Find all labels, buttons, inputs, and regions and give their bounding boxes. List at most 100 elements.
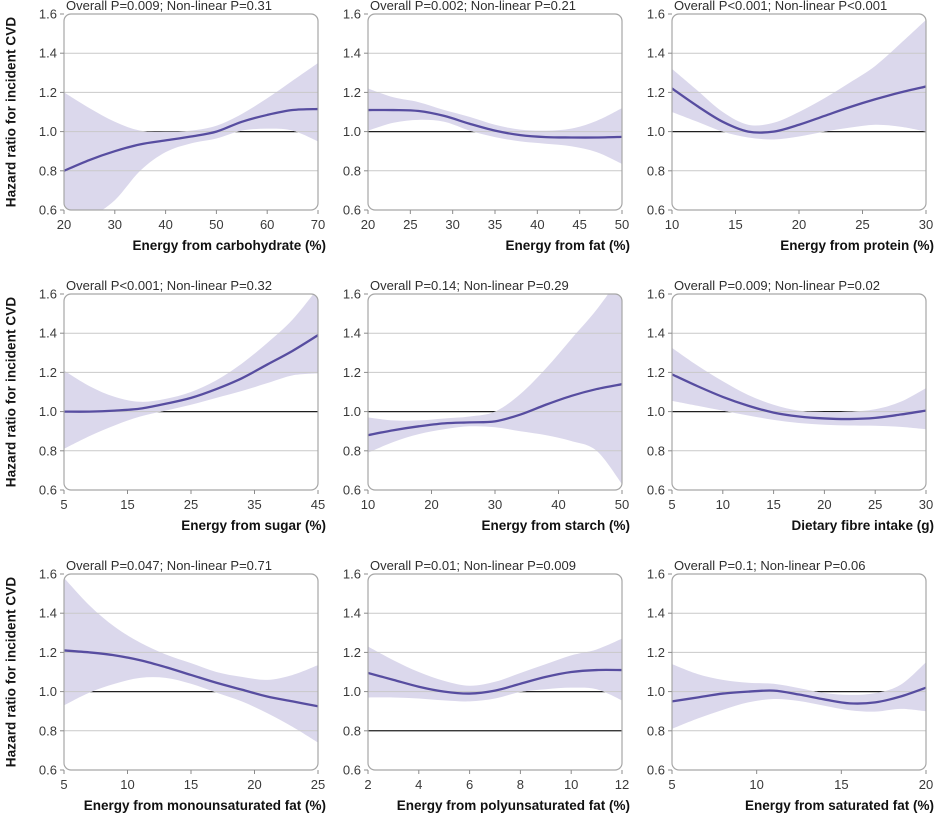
x-tick-label: 35 [488,217,502,232]
y-tick-label: 1.4 [343,606,361,621]
chart-svg: 0.6 0.8 1.0 1.2 1.4 1.6 5 15 25 35 45 Overall P<0.0… [39,280,326,533]
confidence-band [368,638,622,702]
y-tick-label: 1.6 [39,567,57,582]
plot-background [368,14,622,210]
x-tick-label: 5 [668,497,675,512]
x-tick-label: 10 [716,497,730,512]
y-tick-label: 1.0 [39,684,57,699]
x-tick-label: 35 [247,497,261,512]
y-axis-label-text: Hazard ratio for incident CVD [3,16,19,208]
x-tick-label: 15 [728,217,742,232]
plot-background [368,574,622,770]
y-tick-label: 1.0 [343,124,361,139]
y-tick-label: 1.4 [343,326,361,341]
confidence-band [368,88,622,164]
y-tick-label: 0.8 [647,443,665,458]
x-tick-label: 20 [57,217,71,232]
plot-frame [63,13,319,211]
y-axis-label-row-3: Hazard ratio for incident CVD [0,560,22,818]
chart-panel-carbohydrate: 0.6 0.8 1.0 1.2 1.4 1.6 20 30 40 50 60 70 Overall P=… [22,0,326,258]
y-tick-label: 1.2 [39,645,57,660]
x-axis-title: Energy from fat (%) [505,238,630,253]
x-axis-title: Energy from monounsaturated fat (%) [84,798,326,813]
x-tick-label: 20 [247,777,261,792]
chart-svg: 0.6 0.8 1.0 1.2 1.4 1.6 10 20 30 40 50 Overall P=0.… [343,280,630,533]
x-tick-label: 12 [615,777,629,792]
x-tick-label: 25 [855,217,869,232]
chart-panel-fat: 0.6 0.8 1.0 1.2 1.4 1.6 20 25 30 35 40 45 50 Overall … [326,0,630,258]
y-tick-label: 1.6 [647,7,665,22]
chart-panel-fibre: 0.6 0.8 1.0 1.2 1.4 1.6 5 10 15 20 25 30 Overall P=0… [630,280,934,538]
y-tick-label: 0.8 [39,163,57,178]
y-axis-label-row-1: Hazard ratio for incident CVD [0,0,22,258]
x-tick-label: 5 [60,777,67,792]
x-tick-label: 2 [364,777,371,792]
y-axis-label-text: Hazard ratio for incident CVD [3,296,19,488]
hazard-curve [368,383,622,437]
y-axis-label-text: Hazard ratio for incident CVD [3,576,19,768]
y-tick-label: 0.8 [39,723,57,738]
chart-svg: 0.6 0.8 1.0 1.2 1.4 1.6 20 30 40 50 60 70 Overall P=… [39,0,326,253]
hazard-curve [672,373,926,421]
x-axis-title: Energy from starch (%) [481,518,630,533]
x-tick-label: 25 [868,497,882,512]
y-tick-label: 1.2 [647,645,665,660]
y-tick-label: 1.6 [647,567,665,582]
y-tick-label: 1.4 [647,46,665,61]
hazard-curve [672,85,926,134]
y-tick-label: 0.8 [343,163,361,178]
chart-svg: 0.6 0.8 1.0 1.2 1.4 1.6 5 10 15 20 25 Overall P=0.0… [39,560,326,813]
y-tick-label: 0.6 [343,203,361,218]
hazard-curve [368,668,622,695]
x-tick-label: 25 [403,217,417,232]
chart-panel-starch: 0.6 0.8 1.0 1.2 1.4 1.6 10 20 30 40 50 Overall P=0.… [326,280,630,538]
hazard-curve [672,686,926,705]
x-tick-label: 25 [184,497,198,512]
y-tick-label: 1.4 [647,326,665,341]
confidence-band [672,347,926,430]
x-tick-label: 15 [120,497,134,512]
y-tick-label: 1.4 [39,606,57,621]
x-tick-label: 45 [311,497,325,512]
x-axis-title: Energy from sugar (%) [181,518,326,533]
panel-title: Overall P=0.009; Non-linear P=0.31 [66,0,272,13]
x-tick-label: 20 [361,217,375,232]
y-tick-label: 1.2 [647,365,665,380]
panel-title: Overall P=0.047; Non-linear P=0.71 [66,560,272,573]
x-tick-label: 25 [311,777,325,792]
x-tick-label: 5 [668,777,675,792]
y-tick-label: 1.2 [343,85,361,100]
y-axis-label-row-2: Hazard ratio for incident CVD [0,280,22,538]
x-tick-label: 40 [551,497,565,512]
panel-title: Overall P=0.14; Non-linear P=0.29 [370,280,569,293]
y-tick-label: 1.2 [39,365,57,380]
x-tick-label: 10 [361,497,375,512]
x-tick-label: 20 [919,777,933,792]
y-tick-label: 1.2 [39,85,57,100]
y-tick-label: 1.4 [647,606,665,621]
confidence-band [64,577,318,743]
y-tick-label: 0.8 [343,723,361,738]
plot-background [672,294,926,490]
confidence-band [368,294,622,485]
y-tick-label: 0.6 [39,203,57,218]
y-tick-label: 1.2 [647,85,665,100]
y-tick-label: 0.8 [647,163,665,178]
y-tick-label: 1.6 [39,287,57,302]
x-tick-label: 6 [466,777,473,792]
chart-svg: 0.6 0.8 1.0 1.2 1.4 1.6 10 15 20 25 30 Overall P<0.… [647,0,934,253]
panel-title: Overall P=0.009; Non-linear P=0.02 [674,280,880,293]
x-axis-title: Energy from polyunsaturated fat (%) [397,798,630,813]
confidence-band [672,19,926,140]
y-tick-label: 0.6 [343,483,361,498]
figure-row-1: Hazard ratio for incident CVD 0.6 0.8 1.0 1… [0,0,936,258]
x-tick-label: 30 [488,497,502,512]
y-tick-label: 1.6 [647,287,665,302]
x-tick-label: 10 [665,217,679,232]
plot-frame [367,573,623,771]
y-tick-label: 1.0 [343,404,361,419]
x-tick-label: 30 [919,217,933,232]
hazard-curve [368,108,622,139]
panel-title: Overall P<0.001; Non-linear P<0.001 [674,0,887,13]
